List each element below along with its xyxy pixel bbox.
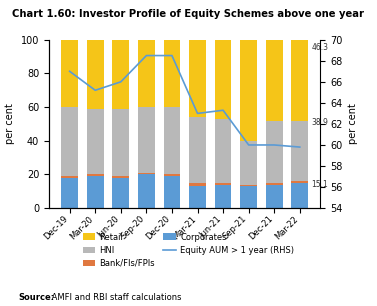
Text: 15.1: 15.1 (311, 180, 328, 189)
Bar (189, 183, 206, 186)
Bar (215, 119, 231, 183)
Bar (266, 121, 282, 183)
Text: 38.9: 38.9 (311, 118, 328, 127)
Bar (164, 40, 180, 107)
Bar (266, 185, 282, 208)
Bar (112, 176, 129, 178)
Text: AMFI and RBI staff calculations: AMFI and RBI staff calculations (49, 293, 181, 302)
Text: Chart 1.60: Investor Profile of Equity Schemes above one year: Chart 1.60: Investor Profile of Equity S… (12, 9, 365, 19)
Bar (241, 186, 257, 208)
Bar (164, 176, 180, 208)
Bar (112, 109, 129, 176)
Bar (215, 185, 231, 208)
Bar (87, 109, 104, 174)
Bar (61, 40, 78, 107)
Bar (291, 181, 308, 183)
Bar (87, 176, 104, 208)
Bar (189, 117, 206, 183)
Text: 46.3: 46.3 (311, 43, 328, 52)
Bar (87, 40, 104, 109)
Bar (164, 174, 180, 176)
Y-axis label: per cent: per cent (348, 103, 358, 144)
Bar (241, 185, 257, 186)
Bar (291, 183, 308, 208)
Bar (138, 40, 155, 107)
Bar (164, 107, 180, 174)
Bar (189, 186, 206, 208)
Text: Source:: Source: (19, 293, 55, 302)
Bar (87, 174, 104, 176)
Bar (241, 40, 257, 141)
Bar (138, 174, 155, 208)
Bar (112, 178, 129, 208)
Bar (61, 178, 78, 208)
Bar (138, 107, 155, 173)
Bar (291, 121, 308, 181)
Bar (215, 183, 231, 185)
Bar (189, 40, 206, 117)
Bar (266, 40, 282, 121)
Bar (215, 40, 231, 119)
Bar (138, 173, 155, 174)
Bar (61, 176, 78, 178)
Bar (241, 141, 257, 185)
Bar (266, 183, 282, 185)
Bar (112, 40, 129, 109)
Legend: Retail, HNI, Bank/FIs/FPIs, Corporates, Equity AUM > 1 year (RHS): Retail, HNI, Bank/FIs/FPIs, Corporates, … (80, 229, 297, 271)
Y-axis label: per cent: per cent (5, 103, 15, 144)
Bar (291, 40, 308, 121)
Bar (61, 107, 78, 176)
